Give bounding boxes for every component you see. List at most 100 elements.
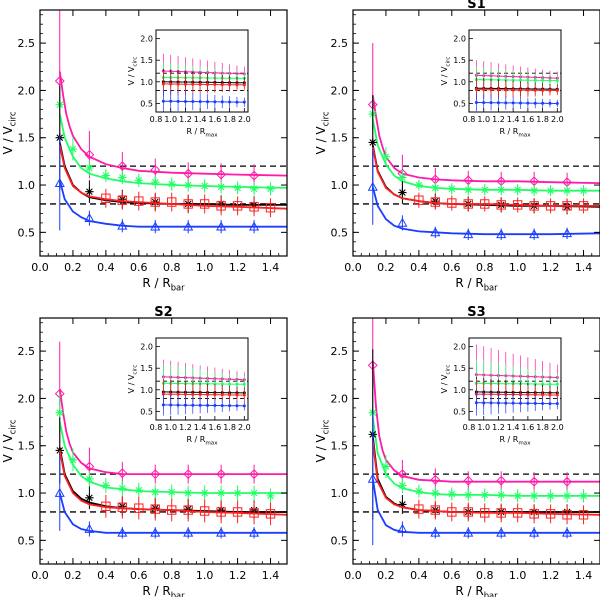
data-point [398,188,407,197]
series-line [371,118,600,192]
x-tick-label: 0.4 [410,569,428,582]
y-tick-label: 1.5 [18,132,36,145]
inset-data-point [228,382,232,386]
series-group [54,10,287,234]
y-axis-label-subscript: circ [321,111,331,126]
inset-data-point [489,401,493,405]
x-tick-label: 1.2 [229,569,247,582]
data-point [101,193,111,203]
inset-x-tick-label: 1.2 [179,423,192,432]
data-point [216,507,226,517]
inset-data-point [183,392,187,396]
inset-data-point [176,82,180,86]
inset-data-point [474,401,478,405]
inset-data-point [511,78,515,82]
data-point [101,501,111,511]
data-point [200,181,209,191]
data-point [150,469,161,480]
data-point [414,195,424,205]
data-point [463,507,473,517]
inset-x-tick-label: 1.6 [522,115,535,124]
data-point [529,476,540,487]
data-point [101,171,111,180]
data-point [117,502,128,512]
inset-data-point [161,403,165,407]
x-axis-label-subscript: bar [171,283,185,293]
data-point [463,527,474,537]
x-tick-label: 1.0 [196,569,214,582]
inset-data-point [533,393,537,397]
inset-data-point [541,101,545,105]
x-tick-label: 1.0 [509,261,527,274]
inset-data-point [504,78,508,82]
data-point [265,203,276,213]
data-point [447,198,457,208]
inset-data-point [482,88,486,92]
data-point [431,488,440,498]
series-line [58,142,287,206]
inset-x-tick-label: 1.6 [522,423,535,432]
x-tick-label: 0.4 [97,569,115,582]
inset-data-point [213,382,217,386]
data-point [54,487,65,497]
data-point [249,170,259,181]
panel-title: S1 [467,0,485,12]
data-point [55,446,64,455]
inset-data-point [176,392,180,396]
inset-data-point [235,83,239,87]
data-point [496,229,507,239]
x-axis-label-main: R / R [142,584,170,597]
inset-x-tick-label: 1.8 [223,423,236,432]
data-point [117,468,128,479]
inset-data-point [526,101,530,105]
inset-data-point [489,88,493,92]
inset-x-axis-label-subscript: max [205,132,218,138]
inset-data-point [548,88,552,92]
data-point [84,461,95,472]
x-axis-label-subscript: bar [484,283,498,293]
inset-data-point [183,82,187,86]
data-point [183,469,194,480]
inset-x-axis-label: R / Rmax [499,127,531,138]
inset-x-tick-label: 1.8 [536,423,549,432]
inset-x-tick-label: 2.0 [238,423,251,432]
inset-data-point [496,101,500,105]
inset: 0.8 1.0 1.2 1.4 1.6 1.8 2.00.51.01.52.0R / Rma… [429,336,565,448]
y-tick-label: 0.5 [18,226,36,239]
inset-data-point [526,78,530,82]
panel-4: S30.0 0.2 0.4 0.6 0.8 1.0 1.2 1.40.51.01.52.02.… [314,305,600,597]
series-group [367,43,600,240]
inset-x-tick-label: 1.4 [507,115,520,124]
x-axis-label-main: R / R [142,276,170,290]
data-point [216,469,227,480]
data-point [513,185,522,194]
inset-data-point [474,101,478,105]
inset-y-tick-label: 2.0 [453,343,466,352]
inset-data-point [555,393,559,397]
y-tick-label: 1.0 [331,179,349,192]
inset-y-tick-label: 1.0 [453,78,466,87]
data-point [151,487,160,497]
data-point [367,181,378,191]
data-point [464,490,473,500]
inset-data-point [191,82,195,86]
series-line [58,447,287,513]
data-point [545,201,556,211]
data-point [529,229,540,239]
inset-data-point [242,393,246,397]
data-point [216,527,227,537]
inset-frame [155,29,249,113]
y-axis-label: V / Vcirc [314,111,331,154]
inset-data-point [169,82,173,86]
inset-data-point [548,402,552,406]
inset-data-point [519,88,523,92]
data-point [529,509,539,519]
inset-data-point [213,403,217,407]
inset-y-tick-label: 0.5 [140,99,153,108]
x-axis-label-main: R / R [455,276,483,290]
x-tick-label: 1.4 [575,569,593,582]
inset-data-point [504,401,508,405]
inset-data-point [482,101,486,105]
x-tick-label: 0.6 [130,261,148,274]
inset-data-point [235,100,239,104]
